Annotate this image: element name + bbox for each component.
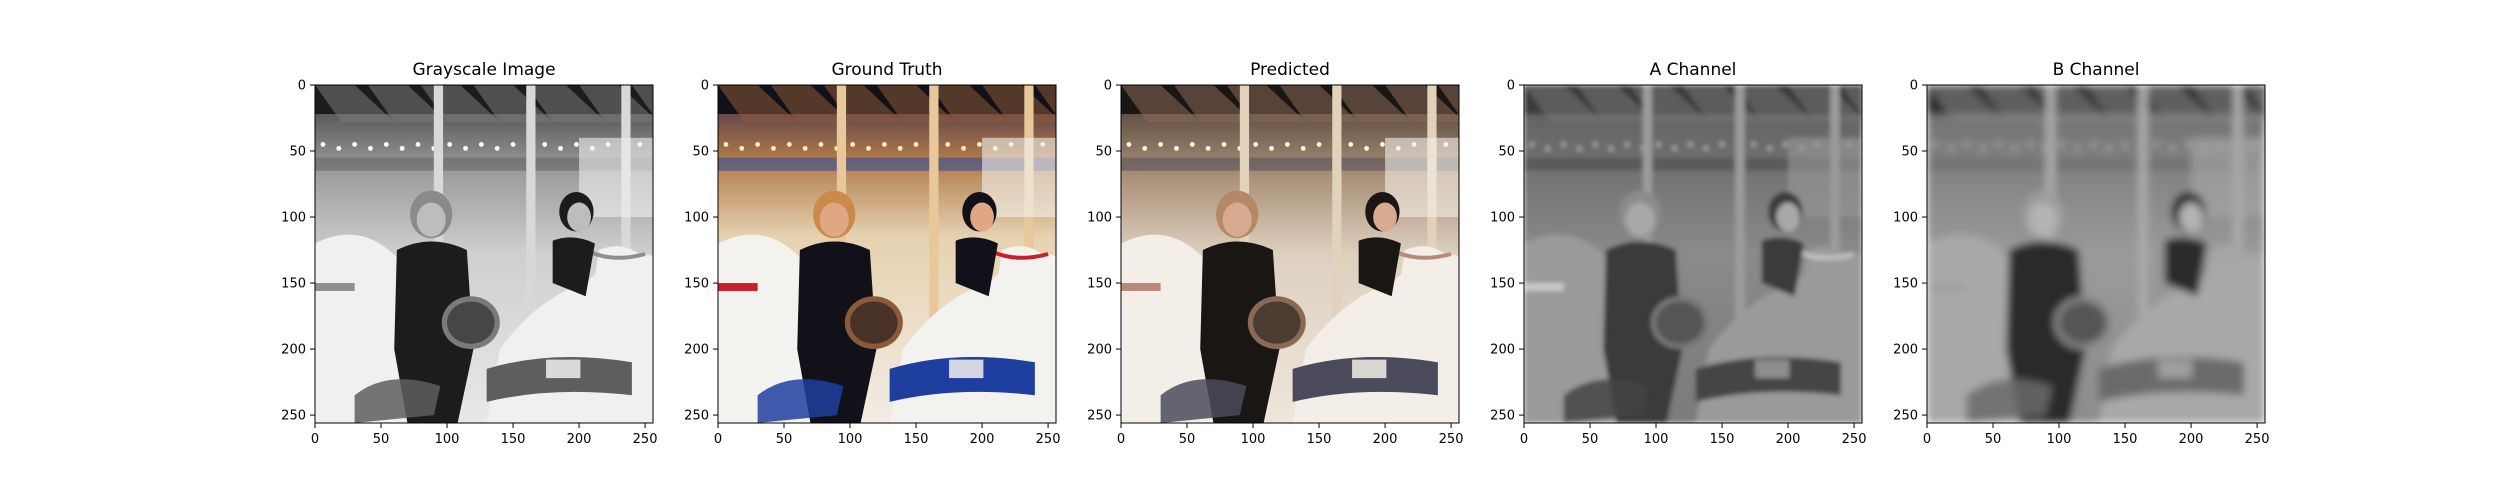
- y-tick-label: 0: [701, 79, 709, 94]
- axes-frame: [1523, 84, 1863, 424]
- x-tick-label: 0: [311, 432, 319, 447]
- x-tick-label: 150: [2113, 432, 2138, 447]
- panel-title: Ground Truth: [831, 60, 942, 80]
- panel-image: [1121, 85, 1459, 423]
- x-tick-label: 200: [2179, 432, 2204, 447]
- x-tick-label: 150: [1307, 432, 1332, 447]
- panel-image: [1524, 85, 1862, 423]
- y-tick-label: 0: [1910, 79, 1918, 94]
- x-tick-label: 50: [1179, 432, 1196, 447]
- x-tick-label: 0: [1520, 432, 1528, 447]
- y-tick-label: 200: [281, 343, 306, 358]
- y-tick-label: 100: [1893, 211, 1918, 226]
- x-tick-label: 200: [1373, 432, 1398, 447]
- y-tick-label: 250: [1490, 409, 1515, 424]
- y-tick-label: 50: [1498, 145, 1515, 160]
- y-tick-label: 50: [1095, 145, 1112, 160]
- panel-title: Predicted: [1250, 60, 1330, 80]
- x-tick-label: 250: [633, 432, 658, 447]
- x-tick-label: 100: [435, 432, 460, 447]
- panel-title: A Channel: [1650, 60, 1737, 80]
- y-tick-label: 200: [684, 343, 709, 358]
- y-tick-label: 200: [1087, 343, 1112, 358]
- y-tick-label: 0: [1507, 79, 1515, 94]
- y-tick-label: 250: [281, 409, 306, 424]
- x-tick-label: 150: [1710, 432, 1735, 447]
- axes-frame: [1926, 84, 2266, 424]
- x-tick-label: 50: [1582, 432, 1599, 447]
- x-tick-label: 250: [1842, 432, 1867, 447]
- x-tick-label: 0: [714, 432, 722, 447]
- y-tick-label: 250: [1893, 409, 1918, 424]
- y-tick-label: 50: [1901, 145, 1918, 160]
- x-tick-label: 200: [1776, 432, 1801, 447]
- y-tick-label: 150: [1087, 277, 1112, 292]
- y-tick-label: 150: [1490, 277, 1515, 292]
- panel-b-channel: B Channel 0 50 100 150 200 250 0 50 100 150 200 250: [1893, 60, 2270, 447]
- x-tick-label: 200: [567, 432, 592, 447]
- x-tick-label: 250: [1036, 432, 1061, 447]
- y-tick-label: 50: [289, 145, 306, 160]
- y-tick-label: 150: [684, 277, 709, 292]
- panel-title: Grayscale Image: [412, 60, 555, 80]
- y-tick-label: 150: [1893, 277, 1918, 292]
- panel-image: [315, 85, 653, 423]
- panel-title: B Channel: [2053, 60, 2140, 80]
- panel-predicted: Predicted 0 50 100 150 200 250 0 50 100 150 200 250: [1087, 60, 1464, 447]
- panel-image: [1927, 85, 2265, 423]
- x-tick-label: 50: [776, 432, 793, 447]
- y-tick-label: 100: [684, 211, 709, 226]
- y-tick-label: 250: [684, 409, 709, 424]
- y-tick-label: 150: [281, 277, 306, 292]
- x-tick-label: 250: [2245, 432, 2270, 447]
- x-tick-label: 0: [1117, 432, 1125, 447]
- x-tick-label: 150: [501, 432, 526, 447]
- x-tick-label: 200: [970, 432, 995, 447]
- x-tick-label: 100: [1644, 432, 1669, 447]
- y-tick-label: 50: [692, 145, 709, 160]
- x-tick-label: 0: [1923, 432, 1931, 447]
- y-tick-label: 100: [1490, 211, 1515, 226]
- x-tick-label: 150: [904, 432, 929, 447]
- x-tick-label: 100: [1241, 432, 1266, 447]
- panel-ground-truth: Ground Truth 0 50 100 150 200 250 0 50 100 150 200 2…: [684, 60, 1061, 447]
- x-tick-label: 50: [373, 432, 390, 447]
- panel-a-channel: A Channel 0 50 100 150 200 250 0 50 100 150 200 250: [1490, 60, 1867, 447]
- y-tick-label: 200: [1893, 343, 1918, 358]
- x-tick-label: 50: [1985, 432, 2002, 447]
- y-tick-label: 250: [1087, 409, 1112, 424]
- y-tick-label: 100: [281, 211, 306, 226]
- y-tick-label: 0: [1104, 79, 1112, 94]
- axes-frame: [1120, 84, 1460, 424]
- axes-frame: [314, 84, 654, 424]
- panel-grayscale: Grayscale Image 0 50 100 150 200 250 0 50 100 150 2…: [281, 60, 658, 447]
- x-tick-label: 100: [838, 432, 863, 447]
- y-tick-label: 100: [1087, 211, 1112, 226]
- x-tick-label: 100: [2047, 432, 2072, 447]
- panel-image: [718, 85, 1056, 423]
- axes-frame: [717, 84, 1057, 424]
- x-tick-label: 250: [1439, 432, 1464, 447]
- y-tick-label: 200: [1490, 343, 1515, 358]
- y-tick-label: 0: [298, 79, 306, 94]
